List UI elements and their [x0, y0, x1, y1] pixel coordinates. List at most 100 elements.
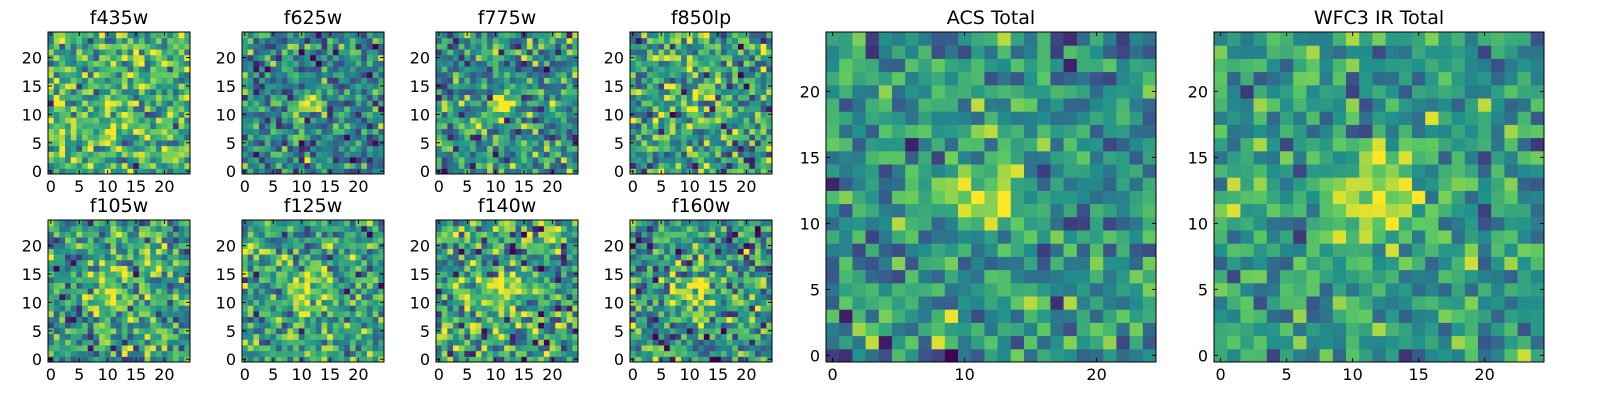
heatmap-cell: [144, 71, 151, 78]
heatmap-cell: [293, 54, 300, 61]
heatmap-cell: [167, 305, 174, 312]
heatmap-cell: [458, 299, 465, 306]
heatmap-cell: [87, 66, 94, 73]
heatmap-cell: [732, 356, 739, 363]
heatmap-cell: [760, 66, 767, 73]
heatmap-cell: [749, 88, 756, 95]
heatmap-cell: [155, 322, 163, 329]
heatmap-cell: [247, 254, 254, 261]
heatmap-cell: [116, 305, 123, 312]
heatmap-cell: [754, 151, 762, 158]
heatmap-cell: [664, 37, 671, 44]
heatmap-cell: [155, 111, 163, 118]
heatmap-cell: [681, 134, 688, 141]
heatmap-cell: [76, 71, 83, 78]
heatmap-cell: [315, 37, 323, 44]
heatmap-cell: [664, 117, 671, 124]
heatmap-cell: [133, 111, 140, 118]
heatmap-cell: [321, 327, 328, 335]
heatmap-cell: [298, 282, 305, 289]
heatmap-cell: [167, 156, 174, 164]
y-tick-label: 10: [216, 105, 236, 124]
heatmap-cell: [253, 49, 260, 56]
heatmap-cell: [509, 350, 517, 357]
heatmap-cell: [470, 134, 477, 141]
heatmap-cell: [65, 60, 72, 67]
heatmap-cell: [93, 117, 100, 124]
heatmap-cell: [138, 122, 146, 130]
heatmap-cell: [298, 151, 305, 158]
heatmap-cell: [253, 225, 260, 232]
heatmap-cell: [281, 316, 288, 323]
heatmap-cell: [270, 310, 277, 318]
heatmap-cell: [669, 327, 676, 335]
heatmap-cell: [138, 128, 146, 135]
heatmap-cell: [327, 54, 334, 61]
heatmap-cell: [344, 71, 351, 78]
heatmap-cell: [760, 316, 767, 323]
heatmap-cell: [155, 350, 163, 357]
heatmap-cell: [298, 350, 305, 357]
heatmap-cell: [315, 77, 323, 84]
heatmap-cell: [766, 151, 773, 158]
heatmap-cell: [315, 105, 323, 113]
heatmap-cell: [116, 259, 123, 266]
heatmap-cell: [150, 100, 157, 107]
heatmap-cell: [652, 350, 659, 357]
heatmap-cell: [281, 242, 288, 249]
heatmap-cell: [543, 94, 551, 101]
heatmap-cell: [178, 43, 185, 50]
heatmap-cell: [715, 145, 722, 152]
heatmap-cell: [121, 66, 129, 73]
heatmap-cell: [104, 94, 111, 101]
heatmap-cell: [150, 88, 157, 95]
heatmap-cell: [293, 254, 300, 261]
heatmap-cell: [167, 77, 174, 84]
heatmap-cell: [332, 94, 340, 101]
heatmap-cell: [521, 350, 528, 357]
heatmap-cell: [669, 350, 676, 357]
heatmap-cell: [310, 128, 317, 135]
heatmap-cell: [475, 105, 482, 113]
heatmap-cell: [441, 248, 448, 255]
heatmap-cell: [110, 327, 117, 335]
heatmap-cell: [492, 293, 499, 301]
heatmap-cell: [361, 237, 368, 244]
heatmap-cell: [498, 305, 505, 312]
heatmap-cell: [259, 237, 266, 244]
heatmap-cell: [572, 344, 579, 352]
heatmap-cell: [70, 237, 77, 244]
heatmap-cell: [155, 134, 163, 141]
heatmap-cell: [133, 242, 140, 249]
heatmap-cell: [737, 344, 745, 352]
heatmap-cell: [664, 122, 671, 130]
heatmap-cell: [737, 310, 745, 318]
heatmap-cell: [172, 139, 180, 147]
heatmap-cell: [504, 276, 511, 283]
heatmap-cell: [641, 117, 648, 124]
heatmap-cell: [720, 293, 728, 301]
heatmap-cell: [344, 316, 351, 323]
heatmap-cell: [104, 237, 111, 244]
heatmap-cell: [703, 316, 711, 323]
heatmap-cell: [749, 282, 756, 289]
heatmap-cell: [647, 139, 654, 147]
heatmap-cell: [754, 339, 762, 346]
heatmap-cell: [698, 350, 705, 357]
heatmap-cell: [48, 88, 55, 95]
heatmap-cell: [59, 310, 66, 318]
heatmap-cell: [475, 60, 482, 67]
heatmap-cell: [538, 339, 545, 346]
heatmap-cell: [344, 66, 351, 73]
heatmap-cell: [372, 339, 379, 346]
heatmap-cell: [436, 145, 443, 152]
heatmap-cell: [754, 282, 762, 289]
heatmap-cell: [53, 83, 60, 90]
heatmap-cell: [304, 339, 311, 346]
heatmap-cell: [470, 225, 477, 232]
heatmap-cell: [669, 66, 676, 73]
heatmap-cell: [532, 94, 539, 101]
heatmap-cell: [184, 88, 191, 95]
heatmap-cell: [681, 299, 688, 306]
heatmap-cell: [167, 145, 174, 152]
